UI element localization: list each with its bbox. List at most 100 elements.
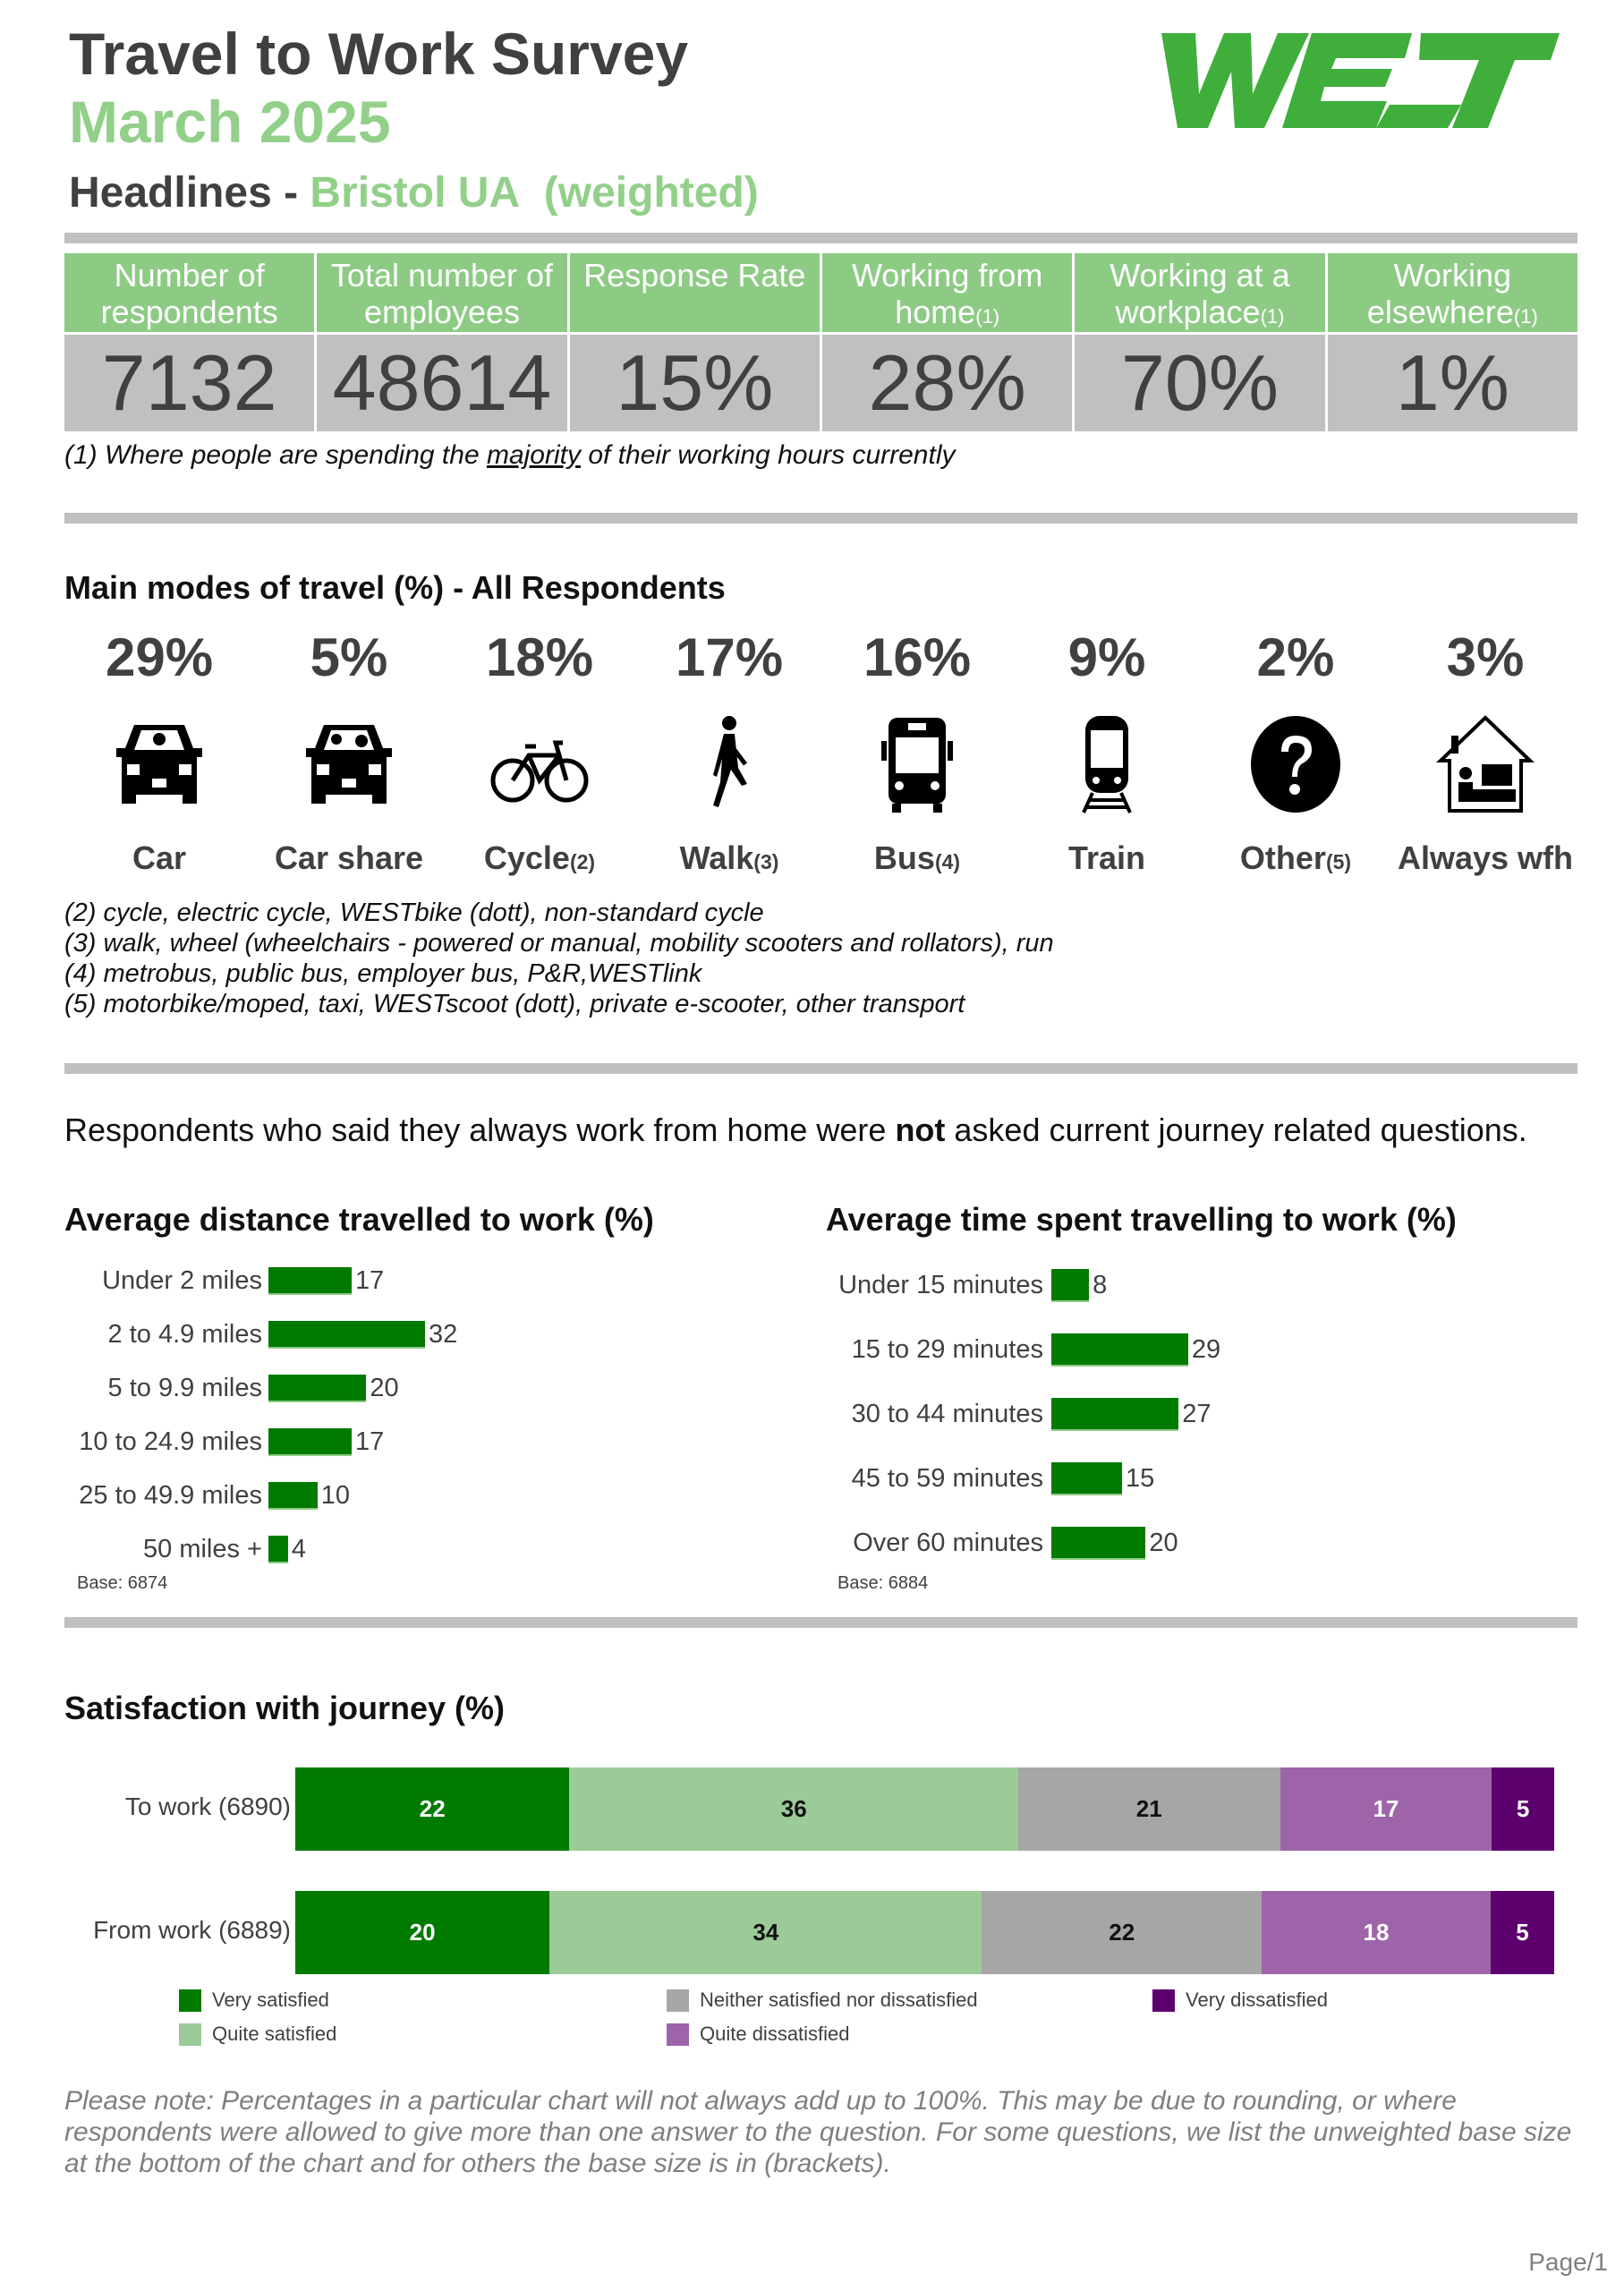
bar-segment: 36 [569, 1767, 1018, 1851]
legend-item: Neither satisfied nor dissatisfied [667, 1989, 978, 2012]
note-bold: not [895, 1111, 946, 1148]
kpi-note: (1) [1513, 305, 1538, 328]
chart-row: 45 to 59 minutes 15 [805, 1462, 1154, 1495]
bar-segment: 22 [295, 1767, 570, 1851]
bar-value: 27 [1182, 1400, 1212, 1428]
chart-row: 2 to 4.9 miles 32 [36, 1320, 457, 1349]
mode-label: Other(5) [1201, 839, 1390, 877]
bar-value: 20 [370, 1374, 399, 1402]
mode-percentage: 18% [485, 627, 594, 687]
bar [268, 1375, 367, 1402]
footnote-emphasis: majority [486, 440, 581, 470]
mode-label: Walk(3) [634, 839, 824, 877]
kpi-value: 70% [1075, 335, 1325, 431]
mode-label-text: Bus [873, 839, 935, 876]
satisfaction-title: Satisfaction with journey (%) [64, 1690, 506, 1726]
chart-row: 10 to 24.9 miles 17 [36, 1427, 385, 1456]
bar-value: 17 [354, 1427, 385, 1456]
bar-segment: 17 [1280, 1767, 1492, 1851]
bicycle-icon [445, 714, 634, 814]
mode-label: Cycle(2) [445, 839, 634, 877]
chart-row: 50 miles + 4 [36, 1535, 306, 1563]
bar-label: 5 to 9.9 miles [107, 1374, 262, 1402]
bar-segment: 5 [1490, 1891, 1554, 1974]
mode-label: Train [1012, 839, 1202, 877]
kpi-label: Working elsewhere [1366, 257, 1514, 330]
kpi-label: Total number of employees [330, 257, 554, 330]
divider [64, 513, 1577, 524]
mode-label: Car share [254, 839, 444, 877]
note-text: Respondents who said they always work fr… [64, 1111, 896, 1148]
bar-segment: 21 [1017, 1767, 1280, 1851]
bar-label: 2 to 4.9 miles [107, 1320, 262, 1349]
kpi-note: (1) [975, 305, 1000, 328]
kpi-value: 15% [569, 335, 820, 431]
mode-label-text: Train [1067, 839, 1146, 876]
mode-label-text: Car [132, 839, 187, 876]
wfh-note: Respondents who said they always work fr… [64, 1111, 1527, 1149]
mode-item: 2% Other(5) [1201, 626, 1390, 877]
travel-modes: 29% Car 5% Car share 18% Cycle(2) 17% Walk(3) 16… [64, 626, 1586, 876]
row-label: From work (6889) [93, 1916, 291, 1944]
footnote-line: (4) metrobus, public bus, employer bus, … [64, 959, 702, 988]
mode-percentage: 29% [105, 627, 214, 687]
bar [268, 1482, 318, 1510]
mode-label-text: Walk [679, 839, 754, 876]
legend-item: Quite dissatisfied [667, 2023, 850, 2046]
bar-value: 15 [1126, 1464, 1155, 1493]
headlines-heading: Headlines - Bristol UA (weighted) [69, 168, 759, 217]
mode-label: Car [64, 839, 254, 877]
bar-segment: 34 [549, 1891, 982, 1974]
mode-label-text: Always wfh [1397, 839, 1574, 876]
bar-label: Over 60 minutes [853, 1529, 1043, 1557]
stacked-bar: 22 36 21 17 5 [295, 1767, 1554, 1851]
footnote-text: of their working hours currently [580, 440, 956, 470]
divider [64, 233, 1577, 243]
bar-label: 50 miles + [143, 1535, 262, 1563]
kpi-header: Working from home(1) [822, 253, 1073, 332]
bar-segment: 5 [1492, 1767, 1554, 1851]
bar [1051, 1527, 1146, 1560]
west-logo [1152, 31, 1560, 136]
chart-row: 25 to 49.9 miles 10 [36, 1481, 350, 1510]
mode-label-text: Car share [274, 839, 424, 876]
bar [1051, 1462, 1123, 1495]
mode-label: Bus(4) [822, 839, 1012, 877]
mode-label-text: Other [1239, 839, 1326, 876]
kpi-note: (1) [1260, 305, 1285, 328]
home-office-icon [1390, 714, 1580, 814]
bar [1051, 1398, 1179, 1431]
kpi-header: Working at a workplace(1) [1075, 253, 1325, 332]
chart-row: 15 to 29 minutes 29 [805, 1333, 1220, 1367]
bar-label: 30 to 44 minutes [851, 1400, 1043, 1428]
kpi-header: Working elsewhere(1) [1327, 253, 1577, 332]
bar [268, 1428, 352, 1456]
kpi-table: Number of respondents Total number of emp… [64, 253, 1577, 431]
headlines-label: Headlines - [69, 169, 299, 217]
bar-label: Under 15 minutes [838, 1271, 1043, 1299]
mode-note: (4) [934, 850, 961, 873]
mode-note: (5) [1325, 850, 1352, 873]
mode-note: (3) [753, 850, 779, 873]
legend-label: Neither satisfied nor dissatisfied [700, 1989, 978, 2011]
bar-segment: 20 [295, 1891, 550, 1974]
page-title: Travel to Work Survey [69, 21, 689, 87]
modes-footnotes: (2) cycle, electric cycle, WESTbike (dot… [64, 898, 1054, 1019]
mode-item: 16% Bus(4) [822, 626, 1012, 877]
mode-percentage: 9% [1067, 627, 1146, 687]
legend-item: Quite satisfied [179, 2023, 336, 2046]
stacked-bar: 20 34 22 18 5 [295, 1891, 1554, 1974]
footnote-line: (2) cycle, electric cycle, WESTbike (dot… [64, 899, 764, 927]
mode-item: 18% Cycle(2) [445, 626, 634, 877]
legend-label: Quite dissatisfied [700, 2023, 850, 2045]
chart-row: Under 2 miles 17 [36, 1266, 384, 1295]
bar-label: 10 to 24.9 miles [79, 1427, 262, 1456]
kpi-label: Response Rate [583, 257, 806, 294]
bar [1051, 1269, 1090, 1302]
chart-row: 30 to 44 minutes 27 [805, 1398, 1212, 1431]
bus-icon [822, 714, 1012, 814]
kpi-label: Working from home [851, 257, 1043, 330]
kpi-value: 7132 [64, 335, 315, 431]
legend-label: Very satisfied [212, 1989, 329, 2011]
mode-percentage: 17% [675, 627, 784, 687]
